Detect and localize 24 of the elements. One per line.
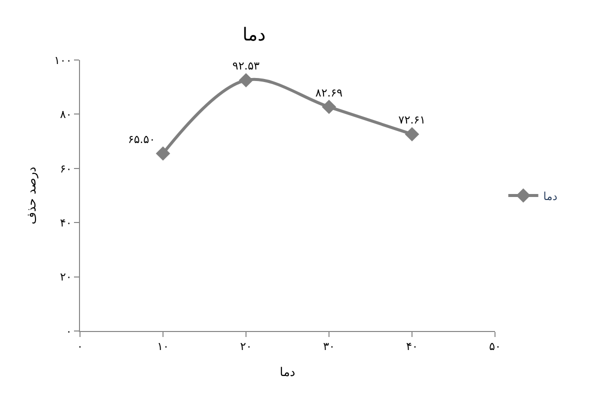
y-axis-title: درصد حذف xyxy=(24,166,38,224)
y-tick-label: ۴۰ xyxy=(60,216,72,230)
x-axis-title: دما xyxy=(280,365,296,380)
x-tick-label: ۳۰ xyxy=(323,340,335,354)
data-label: ۶۵.۵۰ xyxy=(128,132,156,146)
legend-label: دما xyxy=(543,190,558,203)
y-tick-label: ۲۰ xyxy=(60,270,72,284)
chart-title: دما xyxy=(242,24,266,46)
x-tick-label: ۴۰ xyxy=(406,340,418,354)
y-tick-label: ۶۰ xyxy=(60,162,72,176)
point xyxy=(404,127,420,142)
data-label: ۸۲.۶۹ xyxy=(315,86,343,100)
y-tick-label: ۱۰۰ xyxy=(54,54,72,67)
data-label: ۹۲.۵۳ xyxy=(232,60,260,73)
x-tick-label: ۵۰ xyxy=(489,340,501,354)
point xyxy=(322,100,336,114)
y-tick-label: ۰ xyxy=(66,324,72,338)
point xyxy=(156,146,170,161)
y-tick-label: ۸۰ xyxy=(60,108,72,122)
x-tick-label: ۰ xyxy=(77,340,83,354)
x-tick-label: ۲۰ xyxy=(240,340,252,354)
point xyxy=(238,73,254,88)
data-label: ۷۲.۶۱ xyxy=(398,114,426,127)
x-tick-label: ۱۰ xyxy=(157,340,169,354)
